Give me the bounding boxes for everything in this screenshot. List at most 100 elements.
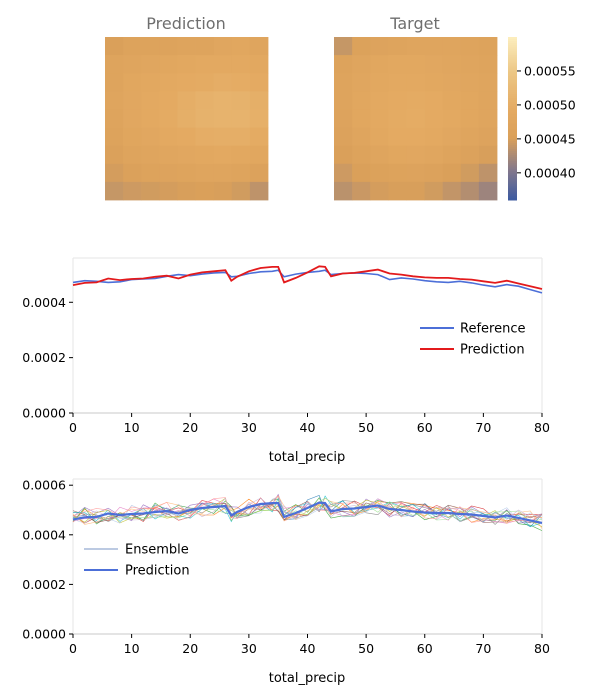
colorbar-segment [508,116,517,119]
ensemble-member-line [72,497,543,523]
heatmap-cell [334,55,353,74]
colorbar-segment [508,45,517,48]
heatmap-cell [388,37,407,56]
heatmap-cell [478,37,498,56]
heatmap-cell [123,145,142,165]
x-tick-label: 40 [300,641,316,656]
colorbar-segment [508,106,517,109]
heatmap-cell [370,181,389,201]
legend-label-reference: Reference [460,322,525,337]
ensemble-chart: 0 10 20 30 40 50 60 70 80 0.0000 0.0002 0.0004 0.000… [22,478,550,656]
heatmap-cell [105,181,124,201]
heatmap-cell [334,37,353,56]
heatmap-cell [352,163,371,183]
heatmap-cell [406,163,425,183]
heatmap-cell [213,73,233,92]
heatmap-cell [352,73,371,92]
colorbar-tick-label: 0.00040 [524,165,576,180]
colorbar-segment [508,185,517,189]
heatmap-cell [334,127,353,147]
colorbar-segment [508,142,517,146]
heatmap-cell [195,181,215,201]
reference-vs-prediction-chart: 0 10 20 30 40 50 60 70 80 0.0000 0.0002 0.0004 [22,257,550,435]
heatmap-cell [231,109,251,128]
heatmap-cell [159,181,178,201]
colorbar-segment [508,102,517,105]
colorbar-segment [508,134,517,138]
heatmap-cell [406,181,425,201]
heatmap-cell [141,127,160,147]
colorbar-segment [508,163,517,166]
colorbar-segment [508,67,517,71]
heatmap-cell [478,91,498,110]
heatmap-cell [478,127,498,147]
heatmap-cell [424,163,444,183]
ensemble-member-line [72,498,543,524]
heatmap-cell [231,163,251,183]
colorbar [508,37,521,201]
heatmap-cell [249,55,269,74]
colorbar-segment [508,57,517,60]
heatmap-cell [213,37,233,56]
heatmap-cell [442,91,462,110]
colorbar-segment [508,128,517,132]
legend: Reference Prediction [420,322,525,358]
colorbar-segment [508,112,517,115]
colorbar-segment [508,63,517,67]
heatmap-cell [249,73,269,92]
colorbar-segment [508,110,517,113]
heatmap-cell [141,109,160,128]
heatmap-cell [249,91,269,110]
colorbar-segment [508,55,517,58]
heatmap-cell [195,91,215,110]
heatmap-cell [105,73,124,92]
colorbar-segment [508,96,517,99]
heatmap-cell [352,37,371,56]
heatmap-cell [249,37,269,56]
heatmap-cell [231,127,251,147]
x-tick-label: 80 [534,641,550,656]
heatmap-cell [123,109,142,128]
heatmap-cell [478,55,498,74]
heatmap-cell [249,163,269,183]
heatmap-cell [249,145,269,165]
colorbar-segment [508,169,517,172]
x-tick-label: 50 [358,641,374,656]
heatmap-cell [177,145,196,165]
heatmap-cell [406,73,425,92]
heatmap-cell [460,181,480,201]
heatmap-cell [213,55,233,74]
heatmap-cell [370,145,389,165]
ensemble-member-line [72,497,543,523]
heatmap-cell [352,55,371,74]
heatmap-cell [388,127,407,147]
heatmap-cell [195,55,215,74]
heatmap-cell [249,127,269,147]
colorbar-segment [508,153,517,156]
heatmap-cell [195,109,215,128]
heatmap-cell [177,37,196,56]
y-tick-label: 0.0000 [22,406,66,421]
heatmap-cell [105,145,124,165]
heatmap-cell [123,91,142,110]
heatmap-cell [141,73,160,92]
colorbar-segment [508,39,517,42]
heatmap-cell [352,91,371,110]
colorbar-segment [508,157,517,160]
colorbar-segment [508,43,517,46]
colorbar-segment [508,114,517,117]
colorbar-segment [508,71,517,75]
heatmap-cell [213,145,233,165]
x-tick-label: 10 [124,420,140,435]
y-tick-label: 0.0002 [22,577,66,592]
heatmap-cell [460,55,480,74]
heatmap-cell [159,145,178,165]
heatmap-cell [352,181,371,201]
x-tick-label: 50 [358,420,374,435]
heatmap-cell [213,181,233,201]
heatmap-cell [424,37,444,56]
heatmap-cell [141,91,160,110]
heatmap-cell [213,163,233,183]
heatmap-cell [123,55,142,74]
target-title: Target [389,14,440,33]
